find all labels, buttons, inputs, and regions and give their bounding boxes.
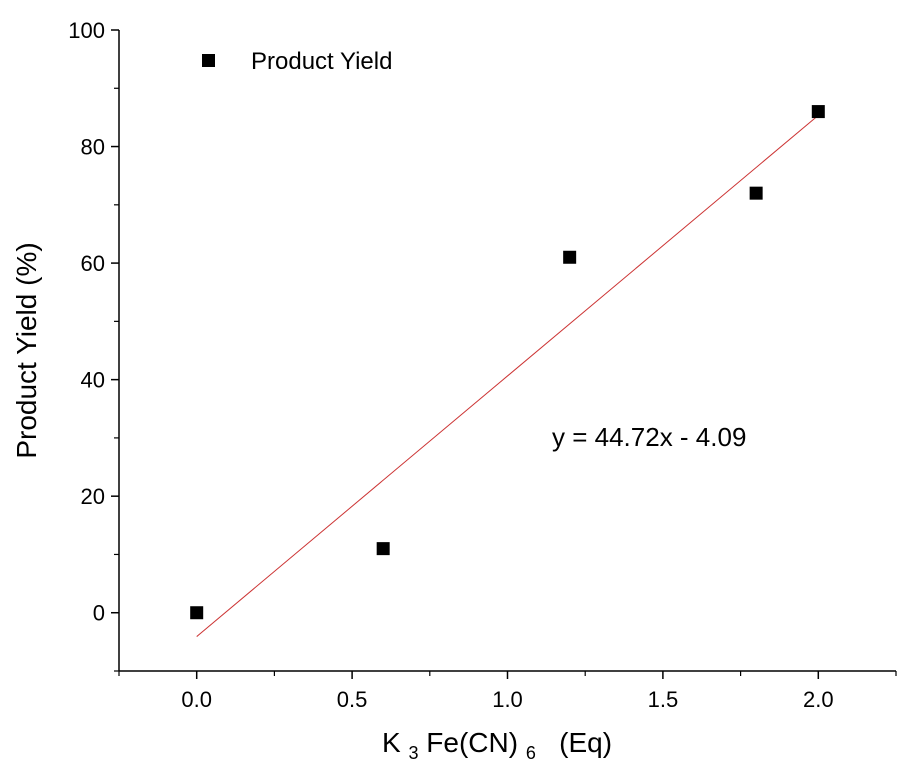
x-axis-title-part: (Eq) (544, 727, 612, 758)
data-point (376, 542, 390, 556)
x-axis-title: K 3 Fe(CN) 6 (Eq) (382, 727, 612, 762)
data-points (190, 105, 825, 620)
y-tick-label: 20 (81, 484, 105, 509)
y-tick-label: 100 (68, 18, 105, 43)
x-tick-label: 0.0 (181, 687, 212, 712)
legend-marker (202, 54, 215, 67)
axes (118, 30, 896, 672)
x-tick-label: 2.0 (803, 687, 834, 712)
x-axis-title-subscript: 6 (526, 743, 536, 762)
data-point (563, 250, 577, 264)
x-tick-label: 1.0 (492, 687, 523, 712)
x-axis-title-part: K (382, 727, 401, 758)
fit-equation: y = 44.72x - 4.09 (552, 422, 746, 452)
fit-line-group (196, 114, 819, 637)
x-tick-label: 0.5 (337, 687, 368, 712)
y-tick-label: 60 (81, 251, 105, 276)
data-point (190, 606, 204, 620)
x-ticks: 0.0 0.5 1.0 1.5 2.0 (118, 671, 897, 712)
x-axis-title-part: Fe(CN) (426, 727, 518, 758)
x-axis-title-subscript: 3 (408, 743, 418, 762)
data-point (749, 186, 763, 200)
legend-label: Product Yield (251, 48, 392, 75)
y-tick-label: 0 (93, 601, 105, 626)
data-point (811, 105, 825, 119)
legend: Product Yield (202, 48, 392, 75)
fit-line (196, 114, 819, 637)
x-tick-label: 1.5 (648, 687, 679, 712)
y-ticks: 0 20 40 60 80 100 (68, 18, 119, 672)
y-tick-label: 40 (81, 368, 105, 393)
y-tick-label: 80 (81, 135, 105, 160)
y-axis-title: Product Yield (%) (11, 242, 42, 458)
